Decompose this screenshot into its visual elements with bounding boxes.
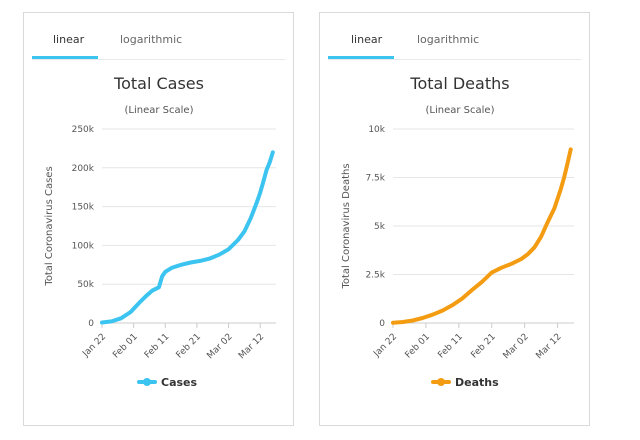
chart-subtitle: (Linear Scale) xyxy=(426,105,495,116)
x-tick-label: Feb 01 xyxy=(404,332,432,360)
x-tick-label: Jan 22 xyxy=(80,332,108,360)
tab-logarithmic[interactable]: logarithmic xyxy=(417,33,480,46)
y-tick-label: 200k xyxy=(72,164,95,174)
legend-label: Deaths xyxy=(455,376,499,389)
y-axis-label: Total Coronavirus Deaths xyxy=(341,163,352,289)
x-tick-label: Feb 11 xyxy=(436,332,464,360)
legend-marker xyxy=(143,378,151,386)
x-tick-label: Jan 22 xyxy=(371,332,399,360)
chart-title: Total Cases xyxy=(113,74,204,93)
total-cases-chart: Total Cases (Linear Scale) 0 50k 100k 150k 200… xyxy=(44,74,276,389)
tab-linear-underline xyxy=(32,56,98,59)
tab-linear[interactable]: linear xyxy=(53,33,85,46)
y-tick-label: 150k xyxy=(72,203,95,213)
legend-label: Cases xyxy=(161,376,198,389)
tab-linear[interactable]: linear xyxy=(351,33,383,46)
y-tick-label: 50k xyxy=(77,280,94,290)
y-tick-label: 7.5k xyxy=(365,174,385,184)
total-cases-card: linear logarithmic Total Cases (Linear Sc… xyxy=(23,12,294,426)
y-axis-label: Total Coronavirus Cases xyxy=(44,166,55,286)
x-tick-label: Mar 02 xyxy=(205,332,234,361)
chart-subtitle: (Linear Scale) xyxy=(125,105,194,116)
legend-marker xyxy=(437,378,445,386)
x-tick-label: Feb 21 xyxy=(175,332,203,360)
y-tick-label: 0 xyxy=(379,319,385,329)
scale-tabs: linear logarithmic xyxy=(328,13,581,60)
total-deaths-chart: Total Deaths (Linear Scale) 0 2.5k 5k 7.5k 10k… xyxy=(341,74,574,389)
x-tick-label: Mar 12 xyxy=(237,332,266,361)
x-tick-label: Mar 12 xyxy=(534,332,563,361)
total-deaths-card: linear logarithmic Total Deaths (Linear S… xyxy=(319,12,590,426)
y-tick-label: 250k xyxy=(72,125,95,135)
y-tick-label: 10k xyxy=(368,125,385,135)
tab-linear-underline xyxy=(328,56,394,59)
tab-logarithmic[interactable]: logarithmic xyxy=(120,33,183,46)
y-tick-label: 100k xyxy=(72,241,95,251)
x-tick-label: Feb 01 xyxy=(111,332,139,360)
chart-title: Total Deaths xyxy=(409,74,509,93)
y-tick-label: 0 xyxy=(88,319,94,329)
scale-tabs: linear logarithmic xyxy=(32,13,285,60)
series-line xyxy=(391,147,573,325)
x-tick-label: Mar 02 xyxy=(502,332,531,361)
series-line xyxy=(100,150,275,325)
y-tick-label: 2.5k xyxy=(365,271,385,281)
y-tick-label: 5k xyxy=(374,222,386,232)
x-tick-label: Feb 21 xyxy=(469,332,497,360)
x-tick-label: Feb 11 xyxy=(143,332,171,360)
